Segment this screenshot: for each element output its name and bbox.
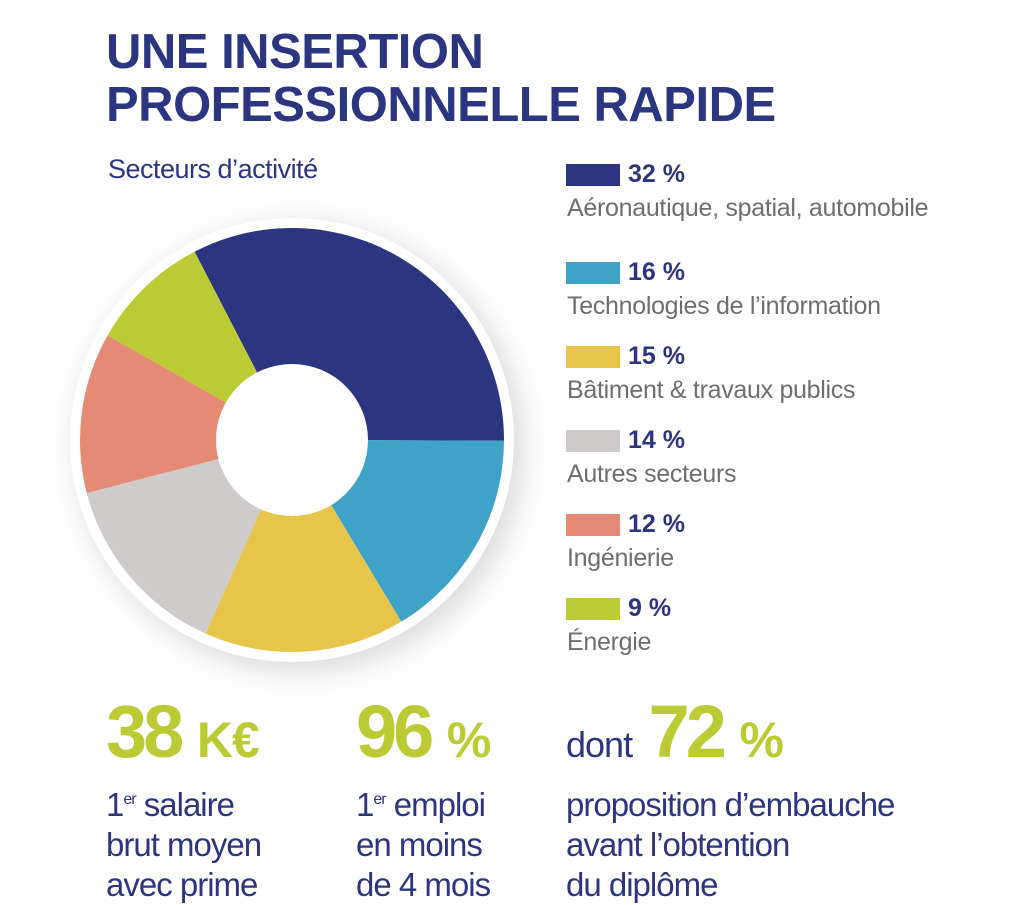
stat-unit: K€ bbox=[196, 712, 260, 768]
stat-unit: % bbox=[739, 712, 784, 768]
title-line-2: PROFESSIONNELLE RAPIDE bbox=[106, 78, 776, 132]
title-line-1: UNE INSERTION bbox=[106, 25, 484, 79]
stat-first-job: 96 % 1er emploi en moins de 4 mois bbox=[356, 690, 491, 905]
legend-label: Bâtiment & travaux publics bbox=[567, 376, 856, 404]
stat-sup: er bbox=[123, 791, 136, 808]
stat-salary: 38 K€ 1er salaire brut moyen avec prime bbox=[106, 690, 262, 905]
stat-job-offer: dont 72 % proposition d’embauche avant l… bbox=[566, 690, 895, 905]
stat-line: avec prime bbox=[106, 866, 258, 903]
legend-percent: 16 % bbox=[628, 258, 685, 286]
stat-line: proposition d’embauche bbox=[566, 786, 895, 823]
legend-swatch bbox=[566, 514, 620, 536]
stat-line: 1 bbox=[106, 786, 124, 823]
legend-swatch bbox=[566, 346, 620, 368]
legend-label: Ingénierie bbox=[567, 544, 674, 572]
stat-unit: % bbox=[446, 712, 491, 768]
stat-sup: er bbox=[373, 791, 386, 808]
stat-line: brut moyen bbox=[106, 826, 262, 863]
legend-percent: 9 % bbox=[628, 594, 672, 622]
legend-label: Autres secteurs bbox=[567, 460, 737, 488]
stat-value: 96 bbox=[356, 690, 434, 773]
stat-line: du diplôme bbox=[566, 866, 718, 903]
stat-prefix: dont bbox=[566, 724, 633, 765]
legend-swatch bbox=[566, 598, 620, 620]
legend-swatch bbox=[566, 164, 620, 186]
stat-value: 38 bbox=[106, 690, 184, 773]
stat-line: salaire bbox=[135, 786, 235, 823]
donut-hole bbox=[216, 364, 368, 516]
stat-line: emploi bbox=[385, 786, 486, 823]
legend-percent: 12 % bbox=[628, 510, 685, 538]
stat-line: avant l’obtention bbox=[566, 826, 790, 863]
legend-percent: 32 % bbox=[628, 160, 685, 188]
legend-label: Technologies de l’information bbox=[567, 292, 881, 320]
chart-title: Secteurs d’activité bbox=[108, 154, 318, 184]
legend-percent: 14 % bbox=[628, 426, 685, 454]
legend-label: Aéronautique, spatial, automobile bbox=[567, 194, 929, 222]
legend-label: Énergie bbox=[567, 628, 652, 656]
legend-percent: 15 % bbox=[628, 342, 685, 370]
stat-line: 1 bbox=[356, 786, 374, 823]
stat-value: 72 bbox=[648, 690, 727, 773]
page-title: UNE INSERTION PROFESSIONNELLE RAPIDE bbox=[106, 26, 776, 132]
legend-swatch bbox=[566, 430, 620, 452]
pie-slice bbox=[205, 440, 402, 652]
stat-line: en moins bbox=[356, 826, 483, 863]
stat-line: de 4 mois bbox=[356, 866, 491, 903]
legend-swatch bbox=[566, 262, 620, 284]
